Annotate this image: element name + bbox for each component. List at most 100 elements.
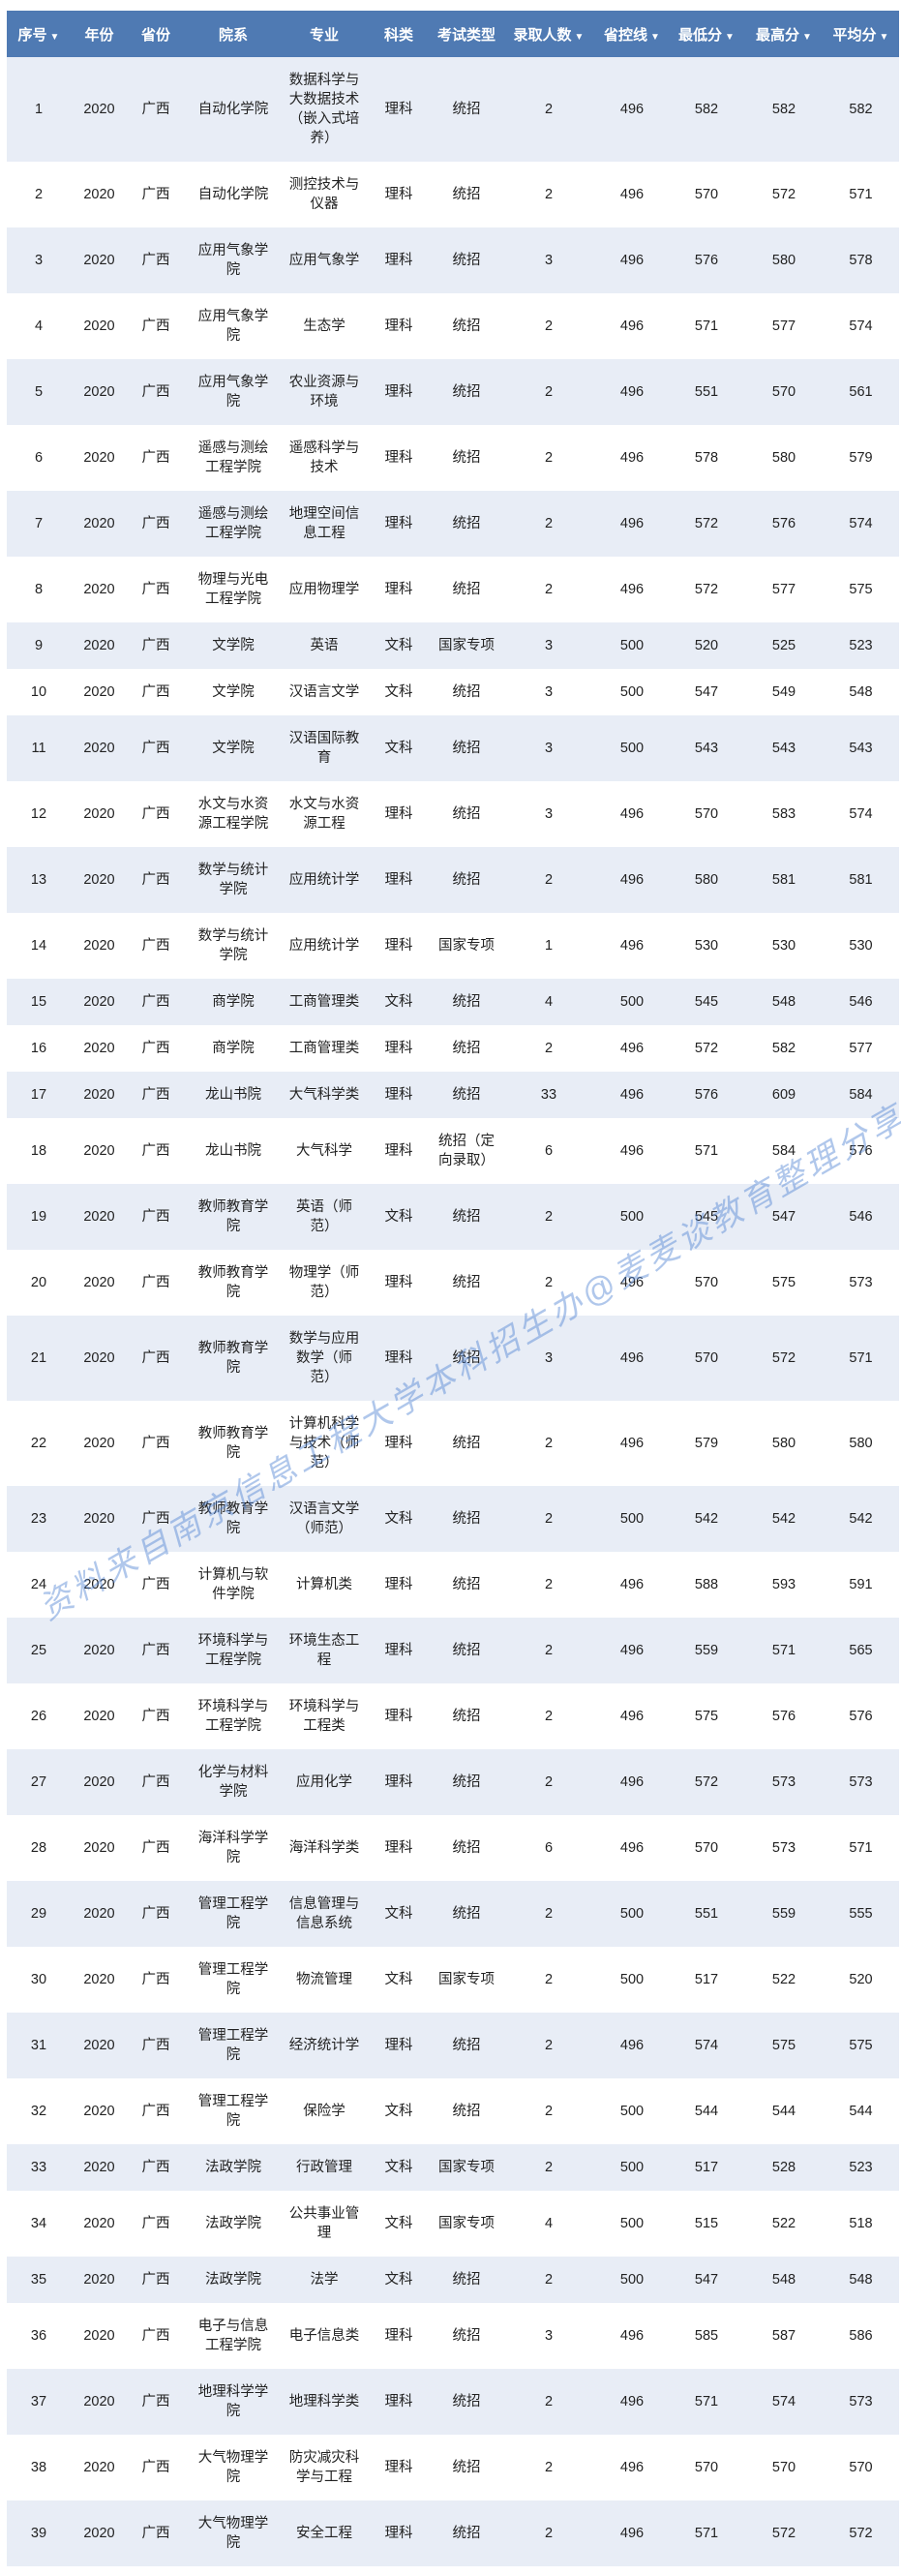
cell-admitted-count: 2 (501, 2500, 596, 2566)
caret-down-icon[interactable]: ▼ (879, 31, 889, 43)
cell-college: 管理工程学院 (184, 1881, 283, 1947)
cell-year: 2020 (71, 2144, 128, 2191)
cell-subject-type: 文科 (366, 2144, 432, 2191)
table-row: 24 2020 广西 计算机与软件学院 计算机类 理科 统招 2 496 588 593 591 (7, 1552, 899, 1618)
table-row: 35 2020 广西 法政学院 法学 文科 统招 2 500 547 548 548 (7, 2257, 899, 2303)
header-min-score[interactable]: 最低分 ▼ (668, 11, 745, 57)
cell-admitted-count: 3 (501, 781, 596, 847)
table-row: 37 2020 广西 地理科学学院 地理科学类 理科 统招 2 496 571 574 573 (7, 2369, 899, 2435)
cell-college: 法政学院 (184, 2257, 283, 2303)
cell-max-score: 573 (745, 1749, 823, 1815)
cell-avg-score: 574 (823, 491, 899, 557)
cell-max-score: 580 (745, 227, 823, 293)
cell-province: 广西 (128, 2435, 184, 2500)
cell-subject-type: 理科 (366, 557, 432, 622)
cell-major: 英语（师范） (283, 1184, 366, 1250)
header-label: 最高分 (756, 26, 800, 44)
cell-max-score: 548 (745, 979, 823, 1025)
cell-exam-type: 统招 (432, 2013, 501, 2078)
cell-year: 2020 (71, 2500, 128, 2566)
header-admitted-count[interactable]: 录取人数 ▼ (501, 11, 596, 57)
cell-max-score: 575 (745, 2013, 823, 2078)
cell-province: 广西 (128, 2369, 184, 2435)
cell-control-line: 496 (596, 2013, 668, 2078)
cell-college: 应用气象学院 (184, 359, 283, 425)
table-row: 27 2020 广西 化学与材料学院 应用化学 理科 统招 2 496 572 573 573 (7, 1749, 899, 1815)
cell-exam-type: 统招 (432, 57, 501, 162)
cell-admitted-count: 2 (501, 359, 596, 425)
cell-major: 应用化学 (283, 1749, 366, 1815)
cell-admitted-count: 2 (501, 1184, 596, 1250)
cell-major: 电子信息类 (283, 2303, 366, 2369)
cell-major: 汉语言文学 (283, 669, 366, 715)
cell-year: 2020 (71, 1749, 128, 1815)
cell-max-score: 582 (745, 57, 823, 162)
cell-year: 2020 (71, 1316, 128, 1401)
cell-year: 2020 (71, 1401, 128, 1486)
cell-province: 广西 (128, 1401, 184, 1486)
header-max-score[interactable]: 最高分 ▼ (745, 11, 823, 57)
cell-exam-type: 统招 (432, 2303, 501, 2369)
cell-avg-score: 591 (823, 1552, 899, 1618)
header-control-line[interactable]: 省控线 ▼ (596, 11, 668, 57)
cell-year: 2020 (71, 1618, 128, 1683)
caret-down-icon[interactable]: ▼ (574, 31, 585, 43)
table-row: 2 2020 广西 自动化学院 测控技术与仪器 理科 统招 2 496 570 572 571 (7, 162, 899, 227)
admission-scores-table: 序号 ▼ 年份 省份 院系 专业 科类 考试类型 录取人数 ▼ 省控线 ▼ 最低分 ▼ 最高分 ▼ 平均分 ▼ 1… (7, 11, 899, 2566)
table-row: 33 2020 广西 法政学院 行政管理 文科 国家专项 2 500 517 528 523 (7, 2144, 899, 2191)
cell-control-line: 496 (596, 913, 668, 979)
cell-college: 水文与水资源工程学院 (184, 781, 283, 847)
caret-down-icon[interactable]: ▼ (725, 31, 735, 43)
caret-down-icon[interactable]: ▼ (802, 31, 812, 43)
cell-max-score: 577 (745, 293, 823, 359)
cell-college: 商学院 (184, 1025, 283, 1072)
cell-subject-type: 理科 (366, 1025, 432, 1072)
cell-max-score: 548 (745, 2257, 823, 2303)
cell-index: 25 (7, 1618, 71, 1683)
cell-control-line: 496 (596, 1072, 668, 1118)
cell-avg-score: 573 (823, 1749, 899, 1815)
cell-year: 2020 (71, 913, 128, 979)
cell-control-line: 496 (596, 425, 668, 491)
header-avg-score[interactable]: 平均分 ▼ (823, 11, 899, 57)
cell-avg-score: 586 (823, 2303, 899, 2369)
table-row: 31 2020 广西 管理工程学院 经济统计学 理科 统招 2 496 574 575 575 (7, 2013, 899, 2078)
cell-province: 广西 (128, 57, 184, 162)
caret-down-icon[interactable]: ▼ (49, 31, 60, 43)
cell-year: 2020 (71, 1552, 128, 1618)
cell-avg-score: 584 (823, 1072, 899, 1118)
cell-subject-type: 文科 (366, 1881, 432, 1947)
cell-avg-score: 571 (823, 1815, 899, 1881)
cell-avg-score: 578 (823, 227, 899, 293)
cell-subject-type: 理科 (366, 227, 432, 293)
cell-major: 保险学 (283, 2078, 366, 2144)
cell-province: 广西 (128, 359, 184, 425)
cell-year: 2020 (71, 622, 128, 669)
cell-college: 龙山书院 (184, 1118, 283, 1184)
cell-major: 防灾减灾科学与工程 (283, 2435, 366, 2500)
cell-college: 大气物理学院 (184, 2435, 283, 2500)
caret-down-icon[interactable]: ▼ (650, 31, 660, 43)
cell-avg-score: 523 (823, 622, 899, 669)
cell-province: 广西 (128, 1947, 184, 2013)
cell-college: 管理工程学院 (184, 2013, 283, 2078)
cell-subject-type: 文科 (366, 1486, 432, 1552)
cell-province: 广西 (128, 1316, 184, 1401)
cell-control-line: 500 (596, 1486, 668, 1552)
cell-avg-score: 543 (823, 715, 899, 781)
cell-province: 广西 (128, 425, 184, 491)
cell-admitted-count: 3 (501, 622, 596, 669)
cell-year: 2020 (71, 1025, 128, 1072)
cell-year: 2020 (71, 1486, 128, 1552)
cell-max-score: 522 (745, 1947, 823, 2013)
table-row: 29 2020 广西 管理工程学院 信息管理与信息系统 文科 统招 2 500 551 559 555 (7, 1881, 899, 1947)
cell-year: 2020 (71, 979, 128, 1025)
cell-min-score: 559 (668, 1618, 745, 1683)
cell-subject-type: 理科 (366, 491, 432, 557)
cell-admitted-count: 2 (501, 1683, 596, 1749)
cell-admitted-count: 1 (501, 913, 596, 979)
cell-exam-type: 统招 (432, 2500, 501, 2566)
table-row: 5 2020 广西 应用气象学院 农业资源与环境 理科 统招 2 496 551 570 561 (7, 359, 899, 425)
cell-index: 30 (7, 1947, 71, 2013)
header-index[interactable]: 序号 ▼ (7, 11, 71, 57)
